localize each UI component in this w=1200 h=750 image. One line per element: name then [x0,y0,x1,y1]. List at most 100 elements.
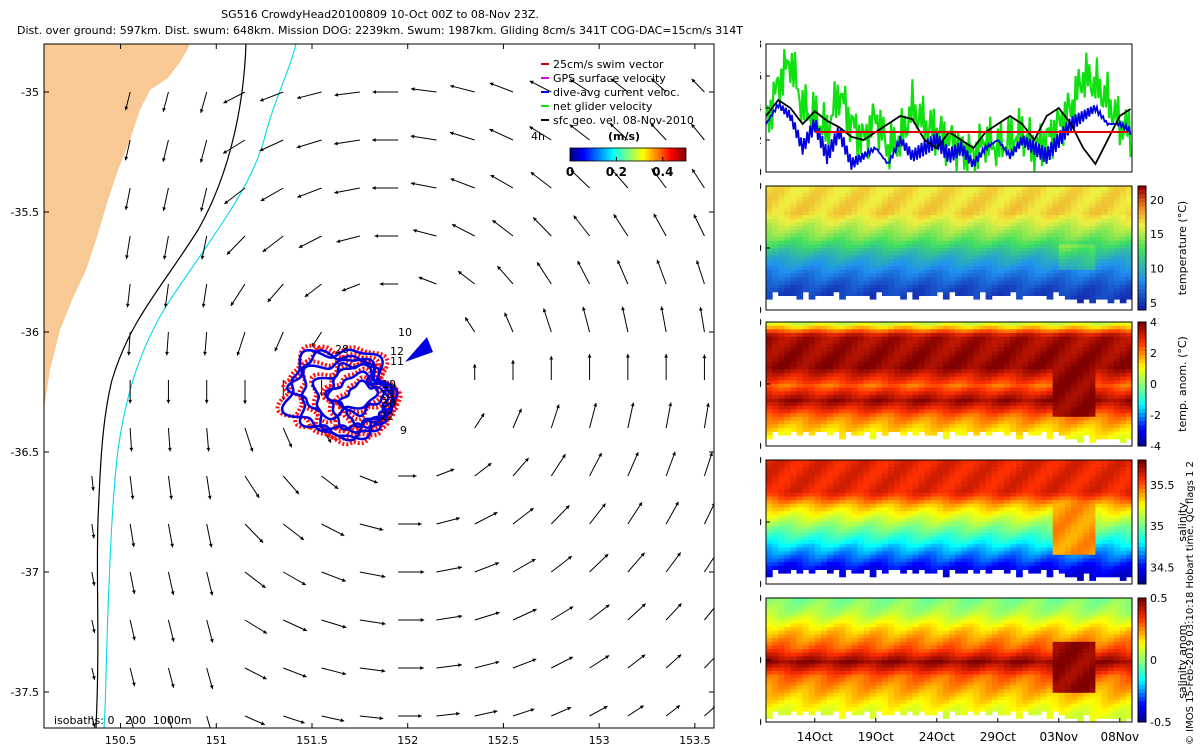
heat-cell [1125,233,1132,238]
heat-cell [1022,288,1029,293]
heat-cell [1034,229,1042,234]
heat-cell [820,215,828,220]
heat-cell [894,481,901,487]
heat-cell [973,409,981,414]
heat-cell [949,376,956,381]
heat-cell [784,463,791,468]
heat-cell [930,569,938,574]
heat-cell [814,540,822,545]
heat-cell [888,467,895,472]
heat-cell [851,373,859,378]
heat-cell [802,525,810,530]
heat-cell [827,255,834,260]
depth-tick-label: 1000 [760,440,762,453]
heat-cell [918,424,926,429]
heat-cell [1058,280,1066,285]
heat-cell [802,402,810,407]
heat-cell [894,485,901,490]
heat-cell [820,507,828,512]
heat-cell [881,240,889,245]
heat-cell [857,413,865,418]
heat-cell [820,420,828,425]
heat-cell [778,332,785,338]
heat-cell [1022,405,1029,411]
heat-cell [851,554,859,559]
heat-cell [784,269,791,275]
heat-cell [985,409,993,414]
heat-cell [802,536,810,541]
velocity-arrow [512,558,536,573]
velocity-arrow [359,667,386,673]
velocity-arrow [129,427,134,452]
heat-cell [930,500,938,505]
heat-cell [900,215,907,220]
heat-cell [985,280,993,285]
heat-cell [1064,207,1072,213]
colorbar-segment [1138,198,1146,203]
heat-cell [936,492,944,497]
heat-cell [1016,332,1023,338]
heat-cell [1052,237,1060,242]
heat-cell [881,562,889,567]
heat-cell [881,347,889,352]
heat-cell [833,558,840,563]
velocity-arrow [617,259,629,285]
heat-cell [1089,322,1096,327]
heat-cell [1101,255,1109,260]
heat-cell [1119,351,1127,356]
heat-cell [778,204,785,209]
heat-cell [1083,280,1090,285]
heat-cell [1003,387,1011,392]
heat-cell [833,470,840,476]
heat-cell [863,416,871,421]
heat-cell [894,507,901,512]
heat-cell [784,347,791,352]
heat-cell [772,424,779,429]
heat-cell [784,387,791,392]
heat-cell [942,329,950,334]
heat-cell [863,365,871,370]
heat-cell [1046,207,1054,213]
heat-cell [949,424,956,429]
heat-cell [912,204,920,209]
heat-cell [930,336,938,341]
heat-cell [766,248,773,253]
heat-cell [955,427,962,432]
heat-cell [1077,226,1084,231]
heat-cell [906,416,913,421]
heat-cell [875,251,883,256]
depth-tick-label: 0 [760,180,762,193]
heat-cell [912,413,920,418]
heat-cell [784,507,791,512]
heat-cell [784,398,791,403]
heat-cell [1028,258,1035,264]
velocity-arrow [127,331,131,356]
heat-cell [796,478,804,483]
heat-cell [1034,362,1042,367]
heat-cell [949,240,956,245]
heat-cell [1125,295,1132,300]
heat-cell [997,288,1005,293]
heat-cell [1101,427,1109,432]
heat-cell [930,196,938,202]
heat-cell [1064,200,1072,205]
heat-cell [778,467,785,472]
heat-cell [1119,288,1127,293]
heat-cell [778,543,785,549]
heat-cell [772,332,779,338]
heat-cell [949,384,956,389]
heat-cell [936,358,944,363]
heat-cell [851,420,859,425]
heat-cell [888,233,895,238]
heat-cell [869,376,877,381]
heat-cell [869,332,877,338]
heat-cell [845,336,852,341]
heat-cell [802,485,810,490]
heat-cell [772,529,779,534]
heat-cell [814,358,822,363]
heat-cell [1003,233,1011,238]
heat-cell [985,329,993,334]
heat-cell [790,394,798,400]
heat-cell [875,529,883,534]
heat-cell [912,273,920,278]
